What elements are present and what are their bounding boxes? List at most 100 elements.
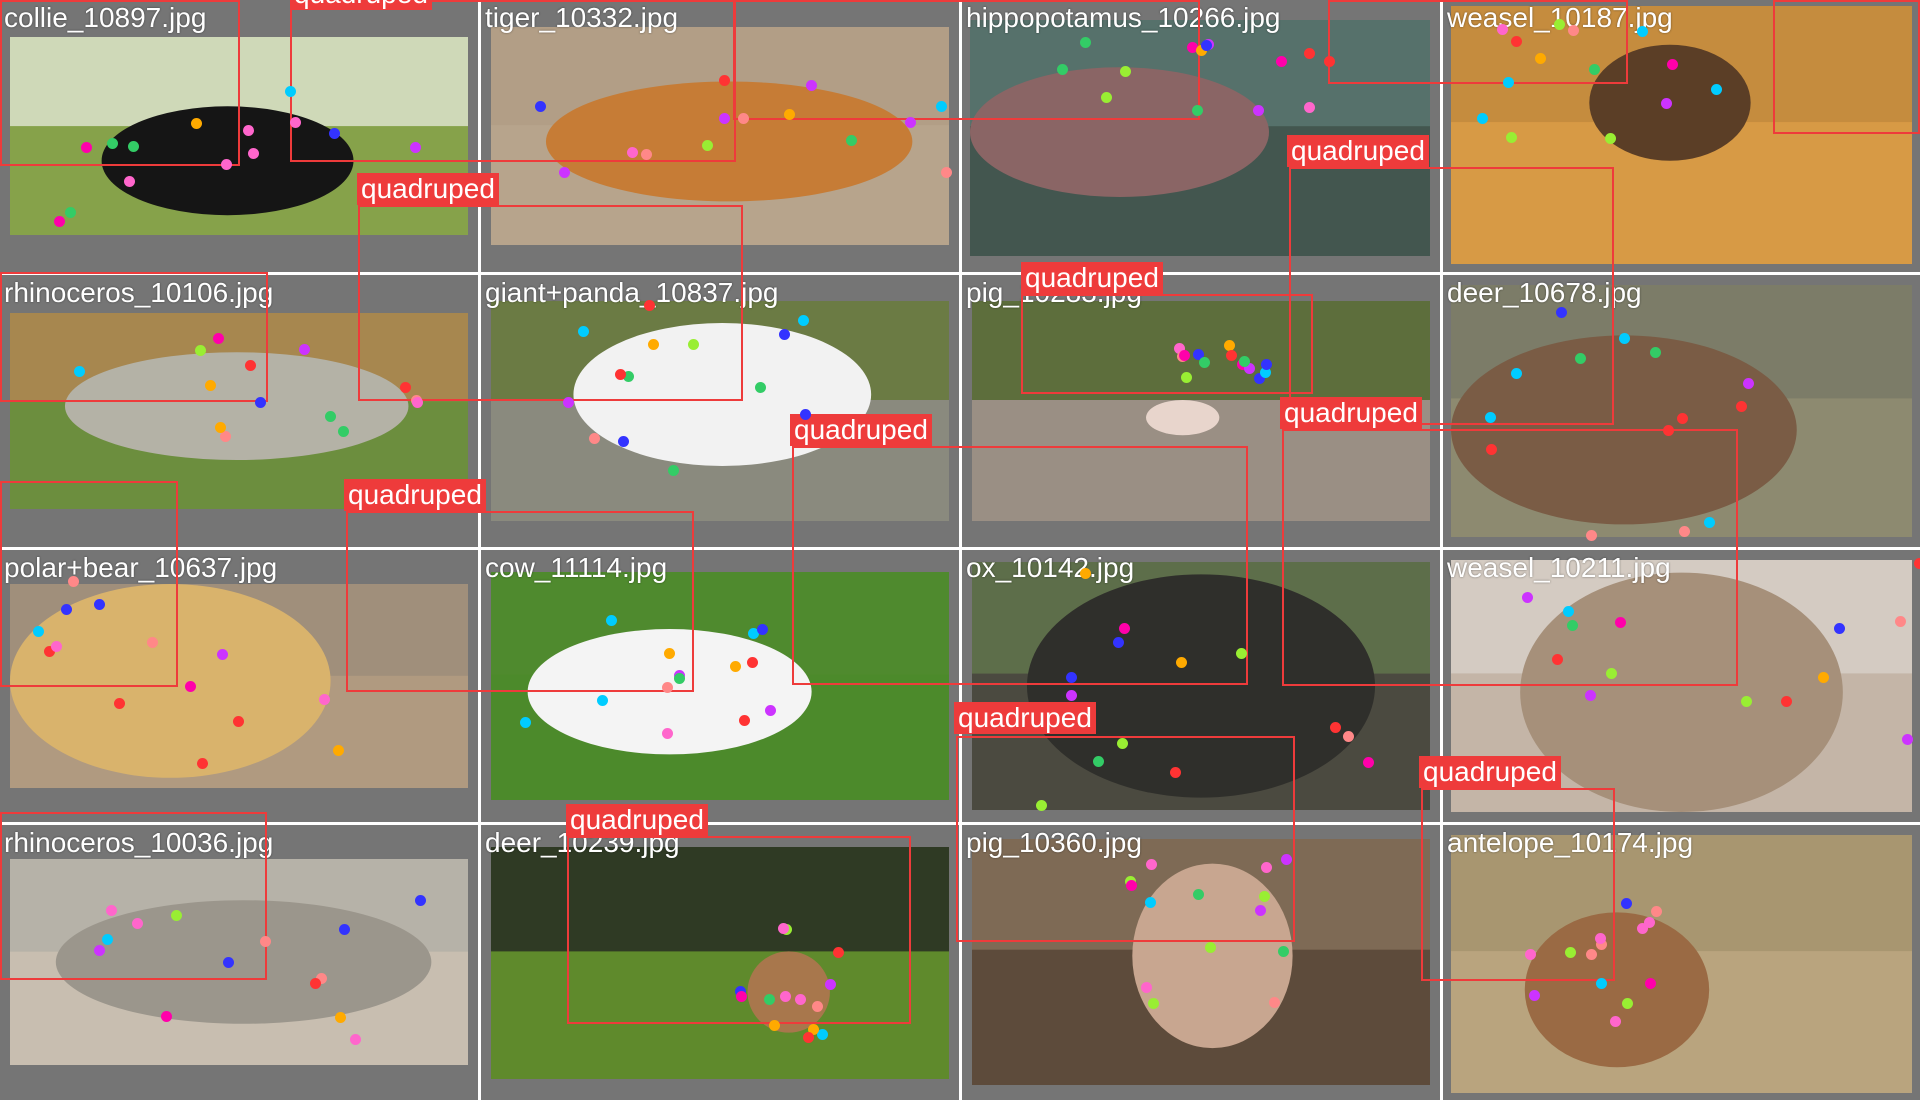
keypoint-dot — [1281, 854, 1292, 865]
keypoint-dot — [1119, 623, 1130, 634]
keypoint-dot — [664, 648, 675, 659]
keypoint-dot — [1914, 558, 1920, 569]
keypoint-dot — [1568, 25, 1579, 36]
keypoint-dot — [1193, 889, 1204, 900]
keypoint-dot — [1711, 84, 1722, 95]
keypoint-dot — [217, 649, 228, 660]
keypoint-dot — [215, 422, 226, 433]
keypoint-dot — [1895, 616, 1906, 627]
keypoint-dot — [299, 344, 310, 355]
keypoint-dot — [779, 329, 790, 340]
keypoint-dot — [285, 86, 296, 97]
keypoint-dot — [1704, 517, 1715, 528]
keypoint-dot — [1589, 64, 1600, 75]
keypoint-dot — [1363, 757, 1374, 768]
keypoint-dot — [846, 135, 857, 146]
keypoint-dot — [1261, 862, 1272, 873]
keypoint-dot — [1486, 444, 1497, 455]
keypoint-dot — [1661, 98, 1672, 109]
keypoint-dot — [702, 140, 713, 151]
keypoint-dot — [1619, 333, 1630, 344]
keypoint-dot — [1522, 592, 1533, 603]
keypoint-dot — [412, 397, 423, 408]
keypoint-dot — [102, 934, 113, 945]
keypoint-dot — [1818, 672, 1829, 683]
keypoint-dot — [106, 905, 117, 916]
keypoint-dot — [736, 991, 747, 1002]
keypoint-dot — [1343, 731, 1354, 742]
keypoint-dot — [1146, 859, 1157, 870]
keypoint-dot — [1663, 425, 1674, 436]
keypoint-dot — [1199, 357, 1210, 368]
keypoint-dot — [94, 599, 105, 610]
keypoint-dot — [1511, 36, 1522, 47]
keypoint-dot — [114, 698, 125, 709]
keypoint-dot — [195, 345, 206, 356]
keypoint-dot — [1535, 53, 1546, 64]
keypoint-dot — [68, 576, 79, 587]
keypoint-dot — [128, 141, 139, 152]
keypoint-dot — [803, 1032, 814, 1043]
keypoint-dot — [33, 626, 44, 637]
keypoint-dot — [1644, 917, 1655, 928]
keypoint-dot — [213, 333, 224, 344]
keypoint-dot — [1253, 105, 1264, 116]
keypoint-dot — [778, 923, 789, 934]
keypoint-dot — [1259, 891, 1270, 902]
keypoint-dot — [1304, 48, 1315, 59]
keypoint-dot — [597, 695, 608, 706]
keypoint-dot — [1304, 102, 1315, 113]
keypoint-dot — [578, 326, 589, 337]
keypoint-dot — [1181, 372, 1192, 383]
keypoint-dot — [1269, 997, 1280, 1008]
keypoint-dot — [1741, 696, 1752, 707]
keypoint-dot — [1126, 880, 1137, 891]
keypoint-dot — [1080, 37, 1091, 48]
keypoint-dot — [784, 109, 795, 120]
keypoint-dot — [1563, 606, 1574, 617]
keypoint-dot — [245, 360, 256, 371]
keypoint-dot — [1585, 690, 1596, 701]
keypoint-dot — [1101, 92, 1112, 103]
keypoint-dot — [1605, 133, 1616, 144]
keypoint-dot — [335, 1012, 346, 1023]
keypoint-dot — [248, 148, 259, 159]
keypoint-dot — [806, 80, 817, 91]
keypoint-dot — [1113, 637, 1124, 648]
keypoint-dot — [1567, 620, 1578, 631]
keypoint-dot — [1036, 800, 1047, 811]
keypoint-dot — [1066, 672, 1077, 683]
keypoint-dot — [627, 147, 638, 158]
keypoint-dot — [905, 117, 916, 128]
keypoint-dot — [662, 728, 673, 739]
keypoint-dot — [410, 142, 421, 153]
keypoint-dot — [61, 604, 72, 615]
keypoint-dot — [1596, 978, 1607, 989]
keypoint-dot — [1141, 982, 1152, 993]
keypoint-dot — [688, 339, 699, 350]
keypoint-dot — [338, 426, 349, 437]
keypoint-dot — [1477, 113, 1488, 124]
keypoint-dot — [223, 957, 234, 968]
keypoint-dot — [1093, 756, 1104, 767]
keypoint-dot — [1148, 998, 1159, 1009]
keypoint-dot — [589, 433, 600, 444]
keypoint-dot — [260, 936, 271, 947]
keypoint-dot — [1651, 906, 1662, 917]
keypoint-dot — [1586, 949, 1597, 960]
keypoint-dot — [1606, 668, 1617, 679]
keypoint-dot — [220, 431, 231, 442]
keypoint-dot — [350, 1034, 361, 1045]
keypoint-dot — [833, 947, 844, 958]
keypoint-dot — [1556, 307, 1567, 318]
keypoint-dot — [205, 380, 216, 391]
keypoint-dot — [648, 339, 659, 350]
keypoint-dot — [1255, 905, 1266, 916]
keypoint-dot — [800, 409, 811, 420]
keypoint-dot — [1575, 353, 1586, 364]
keypoint-dot — [764, 994, 775, 1005]
keypoint-dot — [1080, 568, 1091, 579]
keypoint-dot — [1330, 722, 1341, 733]
keypoint-dot — [755, 382, 766, 393]
keypoint-dot — [1645, 978, 1656, 989]
